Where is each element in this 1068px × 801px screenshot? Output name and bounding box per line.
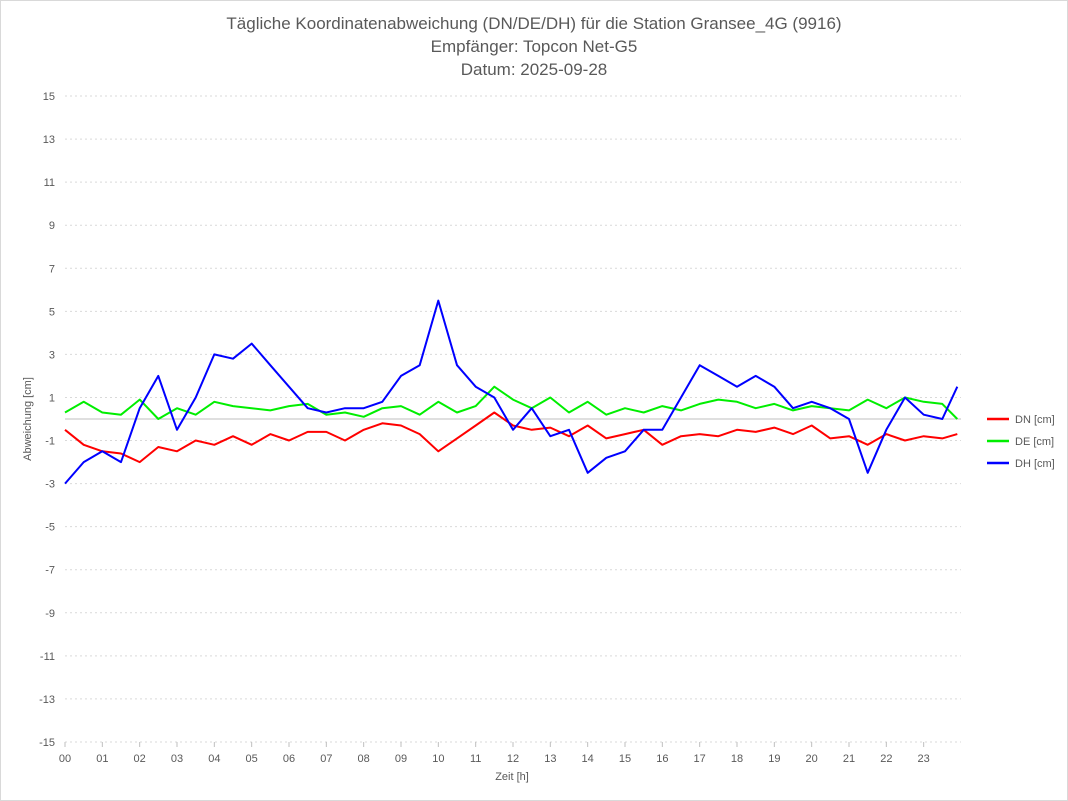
x-tick-label: 04	[208, 753, 220, 765]
series-line-1	[64, 385, 959, 420]
x-tick-label: 01	[96, 753, 108, 765]
y-tick-label: 13	[43, 134, 55, 146]
y-tick-label: 9	[49, 220, 55, 232]
x-axis-label: Zeit [h]	[495, 771, 529, 783]
x-tick-label: 08	[358, 753, 370, 765]
x-tick-label: 12	[507, 753, 519, 765]
x-tick-label: 18	[731, 753, 743, 765]
y-tick-label: -5	[45, 522, 55, 534]
x-tick-label: 02	[134, 753, 146, 765]
x-tick-label: 20	[806, 753, 818, 765]
y-tick-label: 15	[43, 91, 55, 103]
y-tick-label: 3	[49, 349, 55, 361]
y-axis-label: Abweichung [cm]	[22, 377, 34, 461]
y-tick-label: -7	[45, 565, 55, 577]
x-tick-label: 11	[470, 753, 481, 765]
x-tick-labels: 00 01 02 03 04 05 06 07 08 09 10 11 12 13 14 15 16 17 18 19…	[59, 742, 930, 765]
x-tick-label: 21	[843, 753, 855, 765]
series-lines	[64, 299, 959, 485]
x-tick-label: 14	[582, 753, 594, 765]
y-tick-label: -9	[45, 608, 55, 620]
y-tick-labels: 15 13 11 9 7 5 3 1 -1 -3 -5 -7 -9 -11 -13 -15	[39, 91, 55, 749]
x-tick-label: 23	[918, 753, 930, 765]
x-tick-label: 00	[59, 753, 71, 765]
x-tick-label: 07	[320, 753, 332, 765]
series-line-0	[64, 411, 958, 464]
x-tick-label: 06	[283, 753, 295, 765]
title-line-1: Tägliche Koordinatenabweichung (DN/DE/DH…	[226, 14, 841, 33]
x-tick-label: 05	[246, 753, 258, 765]
y-tick-label: -11	[40, 651, 55, 663]
x-tick-label: 13	[544, 753, 556, 765]
chart-title: Tägliche Koordinatenabweichung (DN/DE/DH…	[226, 14, 841, 79]
x-tick-label: 16	[656, 753, 668, 765]
y-tick-label: 1	[49, 392, 55, 404]
legend-label-2: DH [cm]	[1015, 458, 1055, 470]
x-tick-label: 19	[768, 753, 780, 765]
y-tick-label: -13	[39, 694, 55, 706]
x-tick-label: 22	[880, 753, 892, 765]
title-line-2: Empfänger: Topcon Net-G5	[431, 37, 638, 56]
y-tick-label: -3	[45, 479, 55, 491]
grid	[65, 95, 961, 743]
x-tick-label: 15	[619, 753, 631, 765]
legend-label-0: DN [cm]	[1015, 414, 1055, 426]
y-tick-label: 5	[49, 306, 55, 318]
x-tick-label: 09	[395, 753, 407, 765]
y-tick-label: 7	[49, 263, 55, 275]
y-tick-label: 11	[44, 177, 55, 189]
y-tick-label: -1	[45, 436, 55, 448]
title-line-3: Datum: 2025-09-28	[461, 60, 607, 79]
series-line-2	[64, 299, 959, 485]
x-tick-label: 03	[171, 753, 183, 765]
x-tick-label: 17	[694, 753, 706, 765]
legend-label-1: DE [cm]	[1015, 436, 1054, 448]
x-tick-label: 10	[432, 753, 444, 765]
legend: DN [cm] DE [cm] DH [cm]	[987, 414, 1055, 470]
y-tick-label: -15	[39, 737, 55, 749]
